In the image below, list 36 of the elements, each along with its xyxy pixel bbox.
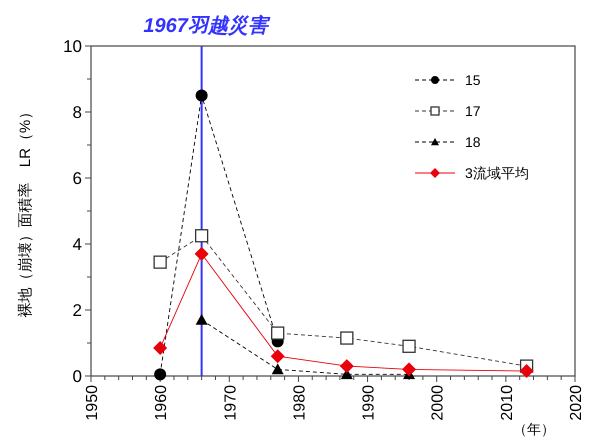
point	[402, 340, 416, 353]
x-tick-label: 1950	[84, 384, 101, 421]
x-tick-label: 1970	[222, 384, 240, 421]
legend-label: 18	[465, 134, 481, 150]
point	[153, 255, 167, 269]
y-tick-label: 4	[72, 235, 82, 254]
x-tick-label: 2000	[430, 384, 447, 421]
y-tick-label: 8	[72, 103, 82, 122]
x-tick-label: 2010	[498, 384, 516, 421]
point	[154, 368, 166, 380]
x-tick-label: 1960	[153, 384, 170, 421]
y-tick-label: 2	[72, 301, 82, 320]
point	[402, 362, 416, 376]
point	[520, 364, 534, 378]
ref-line-label: 1967羽越災害	[143, 14, 271, 37]
y-tick-label: 6	[72, 169, 82, 188]
point	[196, 314, 208, 325]
legend-label: 17	[465, 103, 481, 119]
legend-label: 3流域平均	[465, 165, 529, 181]
point	[270, 349, 285, 364]
x-tick-label: 1980	[291, 384, 308, 421]
point	[153, 340, 168, 355]
point	[194, 246, 209, 261]
point	[196, 90, 208, 102]
x-tick-label: 2020	[568, 384, 585, 421]
y-tick-label: 0	[72, 367, 82, 386]
point	[340, 331, 354, 345]
point	[271, 326, 284, 340]
y-tick-label: 10	[63, 37, 82, 56]
legend-label: 15	[465, 72, 481, 88]
point	[194, 229, 208, 242]
x-tick-label: 1990	[360, 384, 378, 421]
point	[340, 359, 354, 374]
x-axis-title: （年）	[513, 421, 555, 437]
y-axis-title: 裸地（崩壊）面積率 LR（%）	[17, 104, 34, 318]
point	[272, 363, 284, 374]
